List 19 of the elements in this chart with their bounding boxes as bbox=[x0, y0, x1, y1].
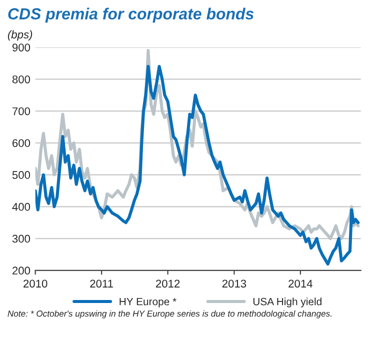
text: Note: * October's upswing in the HY Europe series is due to methodological changes. bbox=[8, 310, 332, 318]
x-tick-label: 2014 bbox=[288, 280, 312, 288]
chart-title: CDS premia for corporate bonds bbox=[8, 8, 254, 23]
y-tick-label: 200 bbox=[12, 266, 30, 275]
legend-label: USA High yield bbox=[253, 298, 322, 308]
y-tick-label: 600 bbox=[12, 139, 30, 148]
x-tick-label: 2010 bbox=[24, 280, 48, 288]
line-series bbox=[35, 64, 360, 266]
legend-label: HY Europe * bbox=[120, 298, 176, 308]
x-tick-label: 2011 bbox=[90, 280, 113, 288]
x-tick-label: 2013 bbox=[222, 280, 246, 288]
y-tick-label: 900 bbox=[12, 44, 30, 52]
y-tick-label: 800 bbox=[12, 75, 30, 84]
y-tick-label: 500 bbox=[12, 171, 30, 179]
x-tick-label: 2012 bbox=[156, 280, 180, 288]
y-tick-label: 400 bbox=[12, 202, 30, 211]
y-axis-title: (bps) bbox=[8, 30, 32, 41]
y-tick-label: 700 bbox=[12, 107, 30, 116]
y-tick-label: 300 bbox=[12, 234, 30, 243]
